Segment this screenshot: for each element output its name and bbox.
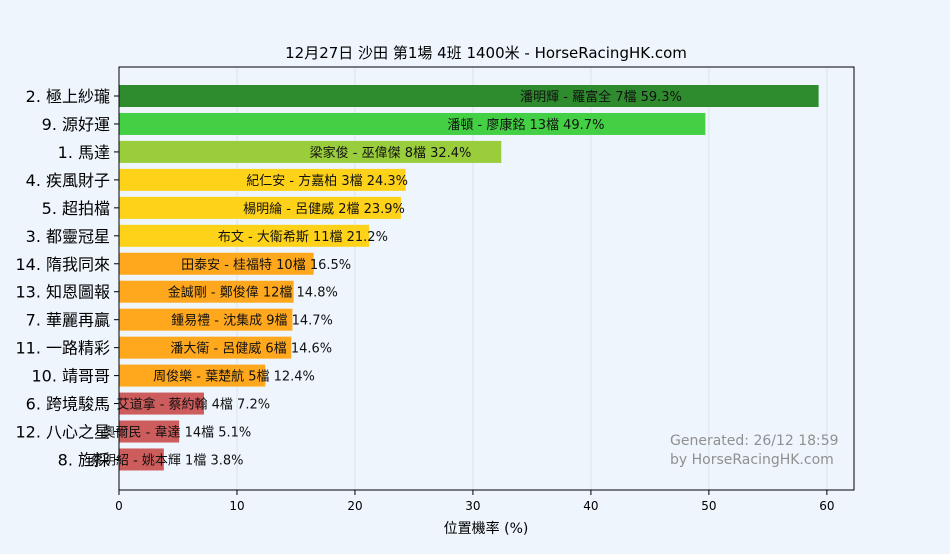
bar-value-label: 金誠剛 - 鄭俊偉 12檔 14.8% bbox=[168, 285, 338, 301]
y-tick-label: 5. 超拍檔 bbox=[42, 199, 110, 218]
y-tick-label: 12. 八心之星 bbox=[15, 423, 110, 442]
y-tick-label: 2. 極上紗瓏 bbox=[26, 87, 110, 106]
bar bbox=[119, 308, 293, 331]
bar-value-label: 潘明輝 - 羅富全 7檔 59.3% bbox=[520, 89, 682, 105]
bars bbox=[119, 85, 819, 471]
bar bbox=[119, 280, 294, 303]
watermark-generated: Generated: 26/12 18:59 bbox=[670, 433, 839, 449]
x-tick-label: 60 bbox=[819, 499, 834, 513]
bar bbox=[119, 112, 706, 135]
bar-value-label: 潘大衛 - 呂健威 6檔 14.6% bbox=[170, 342, 332, 357]
y-tick-label: 13. 知恩圖報 bbox=[15, 283, 110, 302]
bar bbox=[119, 168, 406, 191]
bar bbox=[119, 196, 401, 219]
bar bbox=[119, 336, 292, 359]
bar bbox=[119, 140, 502, 163]
bar bbox=[119, 85, 819, 107]
bar bbox=[119, 420, 180, 443]
y-tick-label: 11. 一路精彩 bbox=[15, 339, 110, 358]
y-tick-label: 8. 旌採 bbox=[58, 450, 110, 469]
x-tick-label: 10 bbox=[229, 499, 244, 513]
bar bbox=[119, 364, 266, 387]
y-axis: 2. 極上紗瓏 9. 源好運 1. 馬達 4. 疾風財子 5. 超拍檔 3. 都靈冠星 14… bbox=[15, 87, 119, 469]
plot-frame bbox=[118, 66, 855, 491]
bar-value-label: 周俊樂 - 葉楚航 5檔 12.4% bbox=[153, 369, 315, 385]
bar bbox=[119, 448, 164, 471]
bar-value-label: 布文 - 大衛希斯 11檔 21.2% bbox=[218, 230, 388, 245]
bar-value-label: 蔡明紹 - 姚本輝 1檔 3.8% bbox=[90, 453, 244, 468]
x-axis: 0 10 20 30 40 50 60 bbox=[115, 490, 835, 513]
y-tick-label: 14. 隋我同來 bbox=[15, 255, 110, 274]
bar-value-label: 梁家俊 - 巫偉傑 8檔 32.4% bbox=[310, 145, 472, 161]
y-tick-label: 1. 馬達 bbox=[58, 143, 110, 162]
y-tick-label: 6. 跨境駿馬 bbox=[26, 395, 110, 414]
chart-title: 12月27日 沙田 第1場 4班 1400米 - HorseRacingHK.c… bbox=[285, 44, 687, 62]
plot-area bbox=[119, 67, 854, 490]
bar-value-label: 鍾易禮 - 沈集成 9檔 14.7% bbox=[171, 313, 333, 329]
bar-value-label: 奧爾民 - 韋達 14檔 5.1% bbox=[103, 426, 252, 441]
x-tick-label: 30 bbox=[465, 499, 480, 513]
y-tick-label: 9. 源好運 bbox=[42, 115, 110, 134]
bar bbox=[119, 224, 370, 247]
watermark-source: by HorseRacingHK.com bbox=[670, 452, 834, 468]
x-tick-label: 20 bbox=[347, 499, 362, 513]
y-tick-label: 7. 華麗再贏 bbox=[26, 311, 110, 330]
x-tick-label: 50 bbox=[701, 499, 716, 513]
bar-value-label: 紀仁安 - 方嘉柏 3檔 24.3% bbox=[246, 173, 408, 189]
x-tick-label: 0 bbox=[115, 499, 123, 513]
bar-labels: 潘明輝 - 羅富全 7檔 59.3% 潘頓 - 廖康銘 13檔 49.7% 梁家俊 … bbox=[90, 89, 682, 468]
bar-value-label: 楊明綸 - 呂健威 2檔 23.9% bbox=[243, 201, 405, 217]
bar-value-label: 艾道拿 - 蔡約翰 4檔 7.2% bbox=[117, 397, 271, 413]
y-tick-label: 10. 靖哥哥 bbox=[31, 367, 110, 386]
bar-value-label: 潘頓 - 廖康銘 13檔 49.7% bbox=[447, 117, 604, 133]
x-tick-label: 40 bbox=[583, 499, 598, 513]
bar bbox=[119, 392, 204, 415]
y-tick-label: 4. 疾風財子 bbox=[26, 171, 110, 190]
bar bbox=[119, 252, 314, 275]
bar-value-label: 田泰安 - 桂福特 10檔 16.5% bbox=[181, 258, 351, 273]
x-axis-label: 位置機率 (%) bbox=[444, 520, 529, 537]
y-tick-label: 3. 都靈冠星 bbox=[26, 227, 110, 246]
